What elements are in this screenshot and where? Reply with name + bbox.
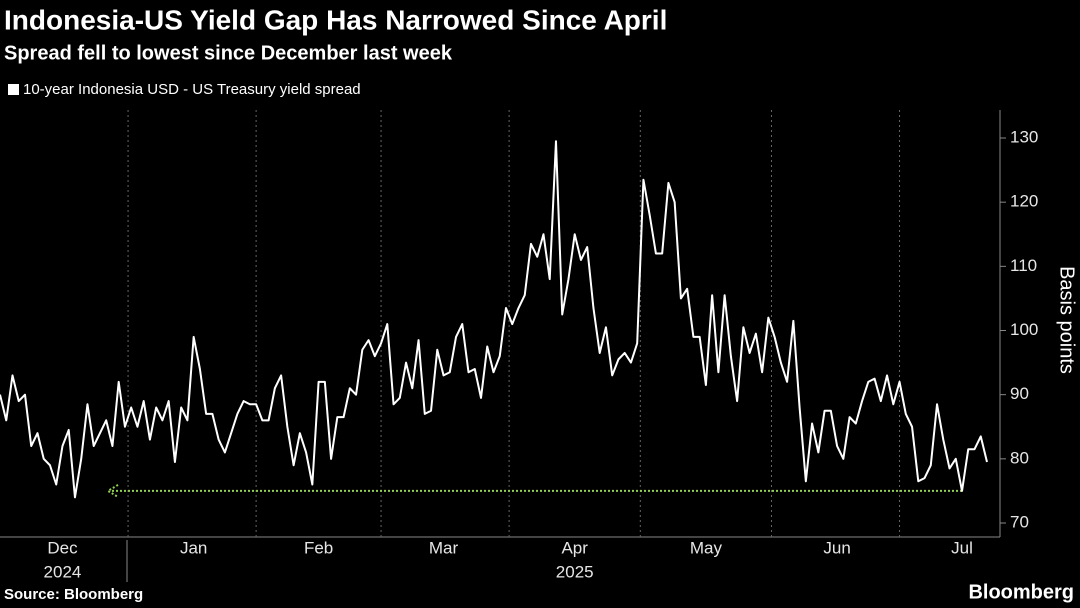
chart-subtitle: Spread fell to lowest since December las… [4, 42, 453, 64]
y-tick-label: 130 [1010, 127, 1038, 146]
series-line [0, 140, 988, 499]
x-year-label: 2025 [556, 562, 594, 581]
x-tick-label: Mar [429, 538, 459, 557]
x-tick-label: Dec [47, 538, 78, 557]
x-tick-label: May [690, 538, 723, 557]
x-tick-label: Feb [304, 538, 333, 557]
x-year-label: 2024 [44, 562, 82, 581]
y-axis-title: Basis points [1056, 266, 1078, 374]
source: Source: Bloomberg [4, 586, 143, 603]
y-tick-label: 70 [1010, 512, 1029, 531]
x-tick-label: Apr [561, 538, 588, 557]
y-tick-label: 80 [1010, 448, 1029, 467]
legend-swatch [8, 84, 19, 95]
x-tick-label: Jun [823, 538, 850, 557]
y-tick-label: 100 [1010, 320, 1038, 339]
chart-title: Indonesia-US Yield Gap Has Narrowed Sinc… [4, 4, 667, 35]
y-tick-label: 90 [1010, 384, 1029, 403]
x-tick-label: Jan [180, 538, 207, 557]
y-tick-label: 110 [1010, 256, 1037, 275]
legend-label: 10-year Indonesia USD - US Treasury yiel… [23, 81, 361, 98]
brand: Bloomberg [968, 581, 1074, 603]
x-tick-label: Jul [951, 538, 973, 557]
y-tick-label: 120 [1010, 192, 1038, 211]
